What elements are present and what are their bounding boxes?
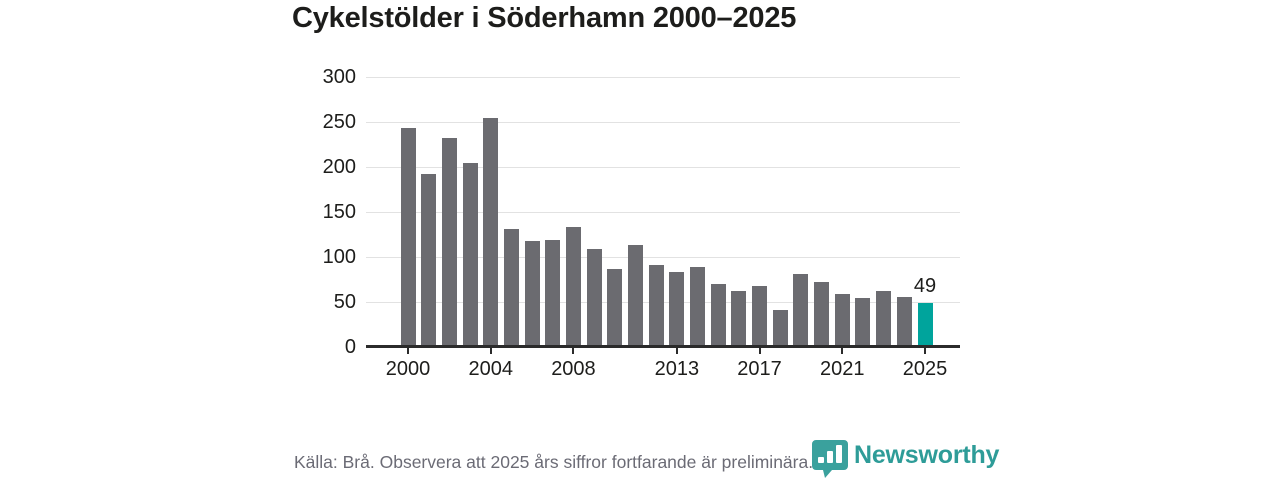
brand-name: Newsworthy xyxy=(854,441,1000,469)
bar-2016 xyxy=(731,291,747,347)
bar-2006 xyxy=(524,240,540,347)
y-tick-label-50: 50 xyxy=(333,291,356,313)
bar-value-label-2025: 49 xyxy=(913,274,937,297)
bar-2017 xyxy=(752,285,768,347)
x-tick-2004 xyxy=(489,347,492,354)
source-note: Källa: Brå. Observera att 2025 års siffr… xyxy=(294,452,814,472)
gridline-100 xyxy=(366,256,960,258)
bar-2013 xyxy=(669,272,685,347)
y-tick-label-150: 150 xyxy=(322,201,356,223)
chart-title: Cykelstölder i Söderhamn 2000–2025 xyxy=(292,2,797,34)
bar-2010 xyxy=(607,268,623,347)
bar-2018 xyxy=(772,310,788,347)
y-tick-label-300: 300 xyxy=(322,66,356,88)
x-tick-label-2017: 2017 xyxy=(737,358,782,380)
bar-2005 xyxy=(503,229,519,347)
bar-2014 xyxy=(690,266,706,347)
gridline-150 xyxy=(366,211,960,213)
x-tick-label-2025: 2025 xyxy=(902,358,948,380)
y-tick-label-200: 200 xyxy=(322,156,356,178)
bar-2000 xyxy=(400,128,416,347)
bar-2012 xyxy=(648,265,664,347)
bar-2021 xyxy=(834,293,850,347)
x-tick-2017 xyxy=(758,347,761,354)
bar-2022 xyxy=(855,297,871,347)
bar-chart-plot-area: 0 50 100 150 200 250 300 2000 2004 2008 2013 2017 20… xyxy=(323,66,960,380)
bar-2015 xyxy=(710,284,726,347)
y-tick-label-0: 0 xyxy=(344,336,356,358)
x-tick-label-2021: 2021 xyxy=(820,358,865,380)
bar-2003 xyxy=(462,162,478,347)
bar-2002 xyxy=(441,138,457,347)
x-tick-label-2000: 2000 xyxy=(385,358,431,380)
bar-2019 xyxy=(793,274,809,347)
y-tick-label-100: 100 xyxy=(322,246,356,268)
x-tick-label-2008: 2008 xyxy=(551,358,596,380)
bar-2011 xyxy=(627,245,643,347)
gridline-200 xyxy=(366,166,960,168)
bar-2023 xyxy=(876,291,892,347)
x-tick-2013 xyxy=(675,347,678,354)
bar-2020 xyxy=(814,282,830,347)
gridline-250 xyxy=(366,121,960,123)
x-tick-2025 xyxy=(924,347,926,354)
bar-2001 xyxy=(421,174,437,347)
bar-2024 xyxy=(896,296,912,347)
x-tick-label-2004: 2004 xyxy=(468,358,513,380)
bar-2009 xyxy=(586,248,602,347)
x-tick-label-2013: 2013 xyxy=(654,358,700,380)
gridline-300 xyxy=(366,76,960,78)
newsworthy-bar-chart-bubble-icon xyxy=(812,440,848,478)
brand-logo: Newsworthy xyxy=(810,438,999,478)
x-tick-2021 xyxy=(841,347,844,354)
bar-2025 xyxy=(917,302,933,347)
y-tick-label-250: 250 xyxy=(322,111,356,133)
x-tick-2008 xyxy=(572,347,575,354)
x-axis-line xyxy=(366,345,960,348)
bar-2008 xyxy=(565,227,581,347)
bar-2007 xyxy=(545,239,561,347)
x-tick-2000 xyxy=(407,347,409,354)
bar-2004 xyxy=(483,117,499,347)
